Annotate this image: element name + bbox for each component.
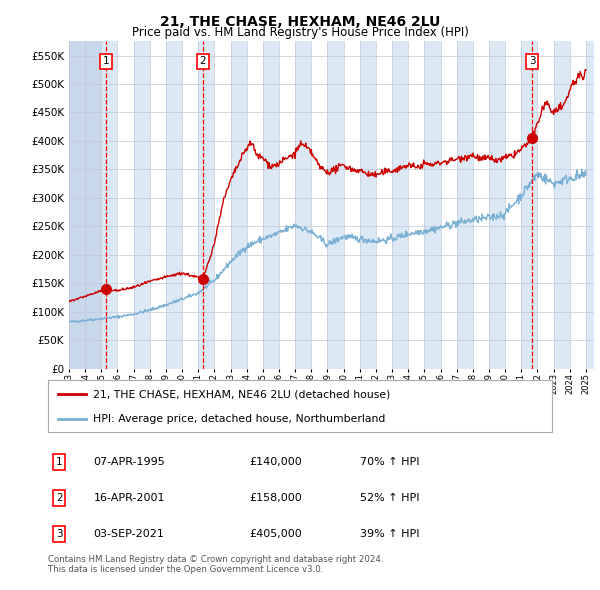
- Bar: [182, 41, 198, 369]
- Bar: [247, 41, 263, 369]
- Bar: [198, 41, 214, 369]
- Text: 70% ↑ HPI: 70% ↑ HPI: [361, 457, 420, 467]
- Bar: [101, 41, 118, 369]
- Bar: [311, 41, 328, 369]
- Text: 39% ↑ HPI: 39% ↑ HPI: [361, 529, 420, 539]
- Bar: [457, 41, 473, 369]
- Text: 03-SEP-2021: 03-SEP-2021: [94, 529, 164, 539]
- Text: 3: 3: [56, 529, 62, 539]
- Bar: [230, 41, 247, 369]
- Bar: [489, 41, 505, 369]
- Bar: [263, 41, 279, 369]
- Text: 2: 2: [200, 56, 206, 66]
- Text: 21, THE CHASE, HEXHAM, NE46 2LU: 21, THE CHASE, HEXHAM, NE46 2LU: [160, 15, 440, 29]
- Bar: [408, 41, 424, 369]
- Text: £405,000: £405,000: [250, 529, 302, 539]
- Bar: [69, 41, 85, 369]
- Bar: [521, 41, 538, 369]
- Text: 07-APR-1995: 07-APR-1995: [94, 457, 165, 467]
- Text: 3: 3: [529, 56, 535, 66]
- Bar: [150, 41, 166, 369]
- Text: 52% ↑ HPI: 52% ↑ HPI: [361, 493, 420, 503]
- Text: 1: 1: [56, 457, 62, 467]
- Bar: [586, 41, 600, 369]
- Bar: [344, 41, 360, 369]
- Bar: [279, 41, 295, 369]
- Bar: [295, 41, 311, 369]
- Bar: [328, 41, 344, 369]
- Text: Price paid vs. HM Land Registry's House Price Index (HPI): Price paid vs. HM Land Registry's House …: [131, 26, 469, 39]
- Bar: [85, 41, 101, 369]
- Text: 16-APR-2001: 16-APR-2001: [94, 493, 165, 503]
- Bar: [538, 41, 554, 369]
- Bar: [440, 41, 457, 369]
- Text: HPI: Average price, detached house, Northumberland: HPI: Average price, detached house, Nort…: [94, 414, 386, 424]
- Bar: [214, 41, 230, 369]
- Bar: [118, 41, 134, 369]
- Text: £140,000: £140,000: [250, 457, 302, 467]
- Bar: [424, 41, 440, 369]
- Bar: [473, 41, 489, 369]
- Text: 2: 2: [56, 493, 62, 503]
- Bar: [570, 41, 586, 369]
- Bar: [554, 41, 570, 369]
- Bar: [360, 41, 376, 369]
- Bar: [69, 41, 101, 369]
- Text: 21, THE CHASE, HEXHAM, NE46 2LU (detached house): 21, THE CHASE, HEXHAM, NE46 2LU (detache…: [94, 389, 391, 399]
- Bar: [166, 41, 182, 369]
- Bar: [376, 41, 392, 369]
- Bar: [392, 41, 408, 369]
- Text: 1: 1: [103, 56, 109, 66]
- Text: £158,000: £158,000: [250, 493, 302, 503]
- Bar: [505, 41, 521, 369]
- Text: Contains HM Land Registry data © Crown copyright and database right 2024.
This d: Contains HM Land Registry data © Crown c…: [48, 555, 383, 574]
- Bar: [134, 41, 150, 369]
